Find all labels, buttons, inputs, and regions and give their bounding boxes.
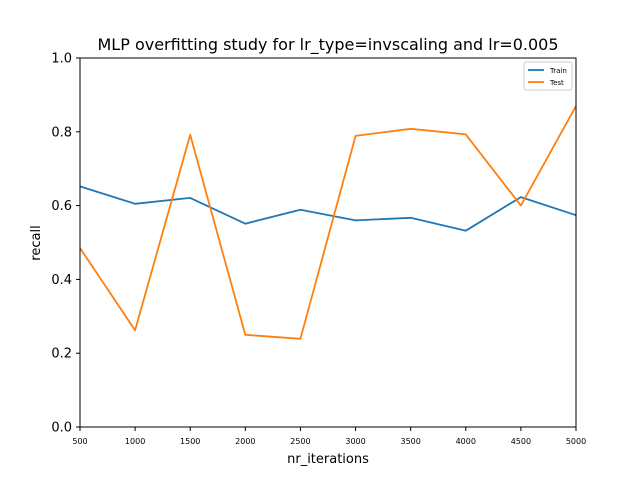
y-tick-label: 0.0 [51,421,72,436]
y-tick-label: 0.2 [51,347,72,362]
x-tick-label: 3500 [400,437,420,446]
legend-label-train: Train [549,67,567,75]
series-line-train [79,185,577,232]
x-tick-label: 5000 [566,437,586,446]
legend-label-test: Test [549,79,564,87]
x-tick-label: 4500 [511,437,531,446]
x-tick-label: 3000 [345,437,365,446]
x-axis-label: nr_iterations [287,452,369,467]
axes-frame [79,57,577,428]
x-tick-label: 2000 [235,437,255,446]
y-tick-label: 0.8 [51,125,72,140]
chart-title: MLP overfitting study for lr_type=invsca… [98,35,559,55]
x-tick-label: 4000 [456,437,476,446]
plot-area: 500 1000 1500 2000 2500 3000 3500 4000 4500 5000 0… [51,52,586,447]
x-tick-label: 500 [72,437,87,446]
x-tick-label: 1000 [125,437,145,446]
y-tick-label: 0.6 [51,199,72,214]
y-tick-label: 0.4 [51,273,72,288]
x-tick-label: 2500 [290,437,310,446]
y-axis-label: recall [29,225,44,260]
y-tick-label: 1.0 [51,52,72,67]
x-tick-label: 1500 [180,437,200,446]
legend-box [523,61,573,91]
series-line-test [79,105,577,340]
